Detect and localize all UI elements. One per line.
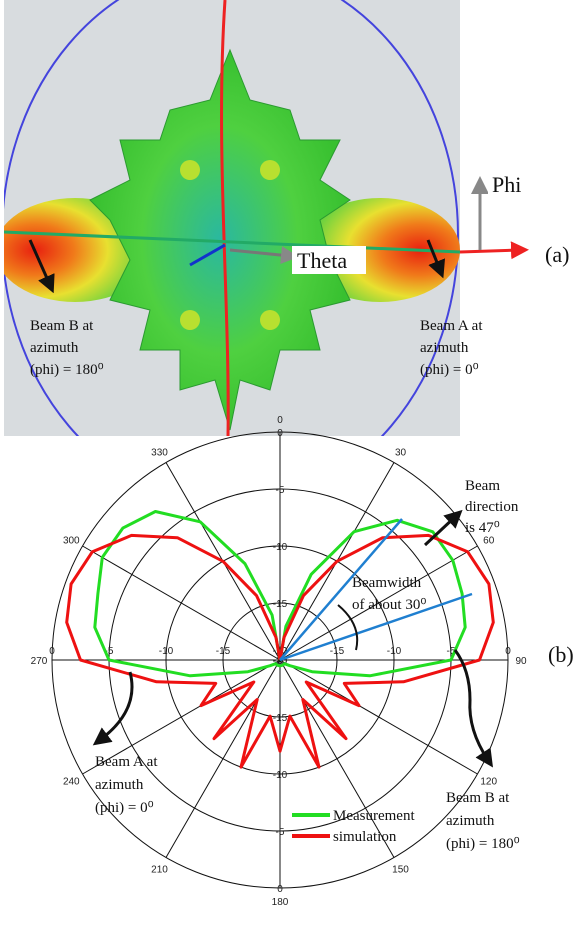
grid-spoke [280, 660, 394, 857]
r-tick-label: -10 [273, 770, 288, 781]
angle-tick-label: 90 [515, 656, 527, 667]
r-tick-label: 0 [277, 428, 283, 439]
panel-a-render [0, 0, 460, 505]
annotation: azimuth [446, 813, 495, 829]
annotation: (phi) = 180⁰ [446, 836, 520, 852]
annotation: Beam A at [95, 754, 158, 770]
angle-tick-label: 240 [63, 777, 80, 788]
annotation: is 47⁰ [465, 520, 500, 536]
annotation: azimuth [420, 340, 469, 356]
annotation: Beam A at [420, 318, 483, 334]
annotation: direction [465, 499, 519, 515]
r-tick-label: -10 [159, 646, 174, 657]
panel-label: (b) [548, 642, 574, 667]
angle-tick-label: 0 [277, 415, 283, 426]
annotation: (phi) = 0⁰ [95, 800, 154, 816]
theta-axis-arrow [460, 250, 520, 252]
annotation: azimuth [95, 777, 144, 793]
r-tick-label: -5 [276, 827, 285, 838]
annotation: of about 30⁰ [352, 597, 426, 613]
grid-spoke [166, 660, 280, 857]
grid-spoke [280, 660, 477, 774]
grid-spoke [83, 546, 280, 660]
angle-tick-label: 300 [63, 536, 80, 547]
angle-tick-label: 210 [151, 865, 168, 876]
annotation: (phi) = 180⁰ [30, 362, 104, 378]
annotation: Beam [465, 478, 500, 494]
legend-label: Measurement [333, 808, 415, 824]
r-tick-label: -10 [273, 542, 288, 553]
angle-tick-label: 150 [392, 865, 409, 876]
angle-tick-label: 270 [31, 656, 48, 667]
r-tick-label: -5 [276, 485, 285, 496]
r-tick-label: -10 [387, 646, 402, 657]
angle-tick-label: 120 [480, 777, 497, 788]
polar-chart: 0306090120150180210240270300330-20-15-10… [31, 415, 527, 908]
r-tick-label: -15 [330, 646, 345, 657]
angle-tick-label: 30 [395, 447, 407, 458]
annotation: Beam B at [446, 790, 510, 806]
angle-tick-label: 60 [483, 536, 495, 547]
r-tick-label: 0 [277, 884, 283, 895]
arrow [100, 672, 132, 740]
r-tick-label: -15 [216, 646, 231, 657]
r-tick-label: 0 [505, 646, 511, 657]
r-tick-label: 0 [49, 646, 55, 657]
legend-label: simulation [333, 829, 397, 845]
phi-label: Phi [492, 172, 521, 197]
r-tick-label: -15 [273, 599, 288, 610]
annotation: Beam B at [30, 318, 94, 334]
annotation: azimuth [30, 340, 79, 356]
figure: Theta Phi (a) Beam B at azimuth (phi) = … [0, 0, 579, 933]
annotation: (phi) = 0⁰ [420, 362, 479, 378]
angle-tick-label: 180 [272, 897, 289, 908]
theta-label: Theta [297, 248, 347, 273]
panel-label: (a) [545, 242, 569, 267]
r-tick-label: -15 [273, 713, 288, 724]
annotation: Beamwidth [352, 575, 422, 591]
angle-tick-label: 330 [151, 447, 168, 458]
